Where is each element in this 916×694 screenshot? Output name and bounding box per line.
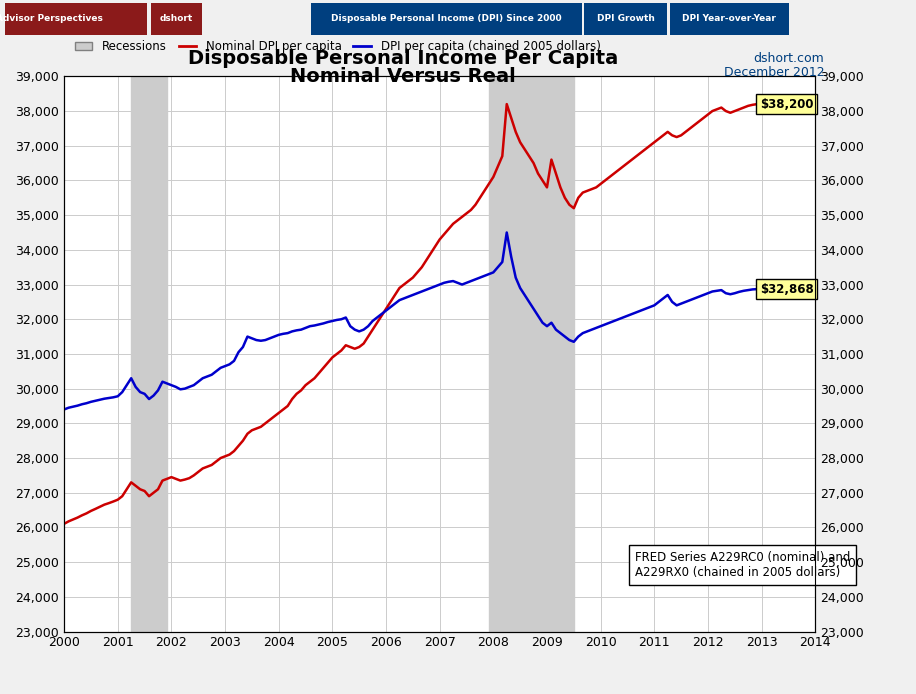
FancyBboxPatch shape: [151, 3, 202, 35]
Text: Disposable Personal Income (DPI) Since 2000: Disposable Personal Income (DPI) Since 2…: [331, 14, 562, 23]
Legend: Recessions, Nominal DPI per capita, DPI per capita (chained 2005 dollars): Recessions, Nominal DPI per capita, DPI …: [70, 35, 605, 58]
Bar: [131, 76, 167, 632]
Text: FRED Series A229RC0 (nominal) and
A229RX0 (chained in 2005 dollars): FRED Series A229RC0 (nominal) and A229RX…: [635, 551, 850, 579]
Text: dshort: dshort: [159, 14, 192, 23]
Text: December 2012: December 2012: [724, 67, 824, 79]
Text: dshort.com: dshort.com: [754, 53, 824, 65]
FancyBboxPatch shape: [311, 3, 582, 35]
Text: Advisor Perspectives: Advisor Perspectives: [0, 14, 103, 23]
Text: $38,200: $38,200: [759, 98, 813, 110]
FancyBboxPatch shape: [5, 3, 147, 35]
Text: Nominal Versus Real: Nominal Versus Real: [290, 67, 516, 86]
Text: Disposable Personal Income Per Capita: Disposable Personal Income Per Capita: [188, 49, 618, 69]
FancyBboxPatch shape: [670, 3, 789, 35]
Bar: [489, 76, 573, 632]
Text: $32,868: $32,868: [759, 282, 813, 296]
FancyBboxPatch shape: [584, 3, 667, 35]
Text: DPI Growth: DPI Growth: [596, 14, 655, 23]
Text: DPI Year-over-Year: DPI Year-over-Year: [682, 14, 776, 23]
